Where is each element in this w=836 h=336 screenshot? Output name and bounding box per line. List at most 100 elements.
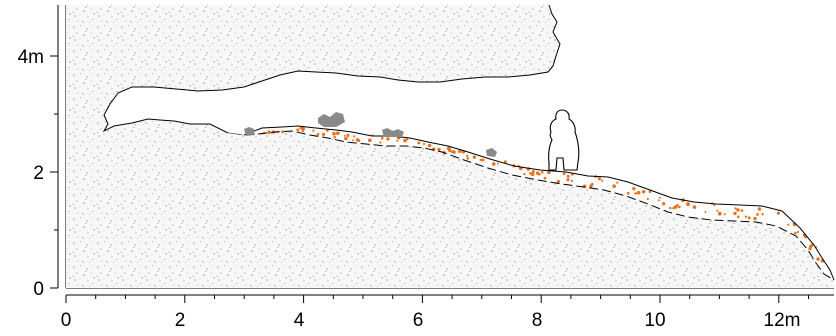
sediment-dot bbox=[616, 181, 619, 184]
sediment-dot bbox=[481, 158, 485, 162]
sediment-dot bbox=[634, 192, 637, 195]
sediment-dot bbox=[355, 138, 360, 142]
bedrock-floor bbox=[66, 131, 834, 288]
sediment-dot bbox=[423, 142, 426, 146]
sediment-dot bbox=[417, 141, 421, 145]
sediment-dot bbox=[281, 130, 284, 134]
sediment-dot bbox=[678, 205, 681, 209]
sediment-dot bbox=[723, 213, 726, 216]
sediment-dot bbox=[816, 257, 820, 261]
boulder-icon bbox=[382, 128, 404, 137]
sediment-dot bbox=[761, 213, 764, 216]
sediment-dots bbox=[263, 126, 825, 263]
sediment-dot bbox=[267, 130, 271, 134]
sediment-dot bbox=[322, 132, 326, 136]
x-tick-label: 2 bbox=[175, 310, 186, 331]
sediment-dot bbox=[346, 133, 350, 137]
sediment-dot bbox=[332, 131, 336, 136]
x-tick-label: 0 bbox=[61, 310, 72, 331]
sediment-dot bbox=[326, 129, 329, 132]
sediment-dot bbox=[503, 160, 507, 164]
sediment-dot bbox=[335, 131, 340, 135]
sediment-dot bbox=[756, 213, 759, 216]
sediment-dot bbox=[530, 172, 535, 177]
sediment-dot bbox=[531, 170, 535, 173]
x-tick-label: 8 bbox=[532, 310, 543, 331]
sediment-dot bbox=[692, 205, 697, 209]
sediment-dot bbox=[403, 138, 406, 142]
boulder-icon bbox=[244, 127, 255, 136]
y-tick-label: 4m bbox=[18, 47, 44, 68]
sediment-dot bbox=[570, 179, 574, 182]
sediment-dot bbox=[537, 172, 541, 176]
sediment-dot bbox=[368, 138, 372, 142]
sediment-dot bbox=[556, 180, 561, 184]
sediment-dot bbox=[747, 216, 751, 220]
sediment-dot bbox=[632, 187, 636, 191]
sediment-dot bbox=[566, 174, 570, 178]
sediment-dot bbox=[753, 216, 757, 221]
sediment-dot bbox=[427, 143, 432, 148]
sediment-dot bbox=[380, 136, 384, 140]
sediment-dot bbox=[636, 190, 641, 195]
x-tick-label: 6 bbox=[413, 310, 424, 331]
sediment-dot bbox=[646, 197, 649, 201]
sediment-dot bbox=[796, 230, 800, 234]
sediment-dot bbox=[353, 135, 356, 138]
sediment-dot bbox=[612, 184, 616, 188]
sediment-dot bbox=[740, 209, 744, 212]
sediment-dot bbox=[466, 157, 470, 160]
x-tick-label: 4 bbox=[294, 310, 305, 331]
sediment-dot bbox=[566, 178, 570, 182]
sediment-dot bbox=[744, 215, 748, 218]
sediment-dot bbox=[657, 199, 660, 202]
boulder-icon bbox=[486, 148, 497, 157]
sediment-dot bbox=[648, 190, 652, 194]
sediment-dot bbox=[642, 190, 646, 194]
sediment-dot bbox=[344, 136, 348, 141]
sediment-dot bbox=[406, 138, 409, 141]
sediment-dot bbox=[757, 207, 762, 211]
sediment-dot bbox=[301, 129, 305, 133]
sediment-dot bbox=[658, 196, 661, 199]
sediment-dot bbox=[776, 211, 781, 215]
sediment-dot bbox=[676, 203, 679, 207]
sediment-dot bbox=[543, 176, 547, 180]
sediment-dot bbox=[547, 170, 551, 175]
sediment-dot bbox=[343, 134, 346, 137]
sediment-dot bbox=[492, 162, 496, 166]
y-axis-ticks bbox=[50, 55, 58, 289]
sediment-dot bbox=[316, 133, 320, 136]
sediment-dot bbox=[458, 149, 462, 153]
sediment-dot bbox=[296, 128, 300, 132]
x-tick-label: 10 bbox=[644, 310, 665, 331]
x-tick-label: 12m bbox=[764, 310, 801, 331]
sediment-dot bbox=[523, 172, 526, 176]
sediment-dot bbox=[465, 154, 469, 157]
sediment-dot bbox=[794, 231, 797, 235]
sediment-dot bbox=[736, 215, 740, 219]
ceiling-outline bbox=[102, 4, 561, 136]
sediment-dot bbox=[597, 177, 602, 181]
sediment-dot bbox=[669, 206, 672, 210]
sediment-dot bbox=[437, 147, 441, 152]
sediment-dot bbox=[450, 150, 454, 154]
sediment-dot bbox=[704, 210, 707, 213]
person-icon bbox=[548, 109, 580, 171]
floor-surface-outline bbox=[243, 125, 835, 281]
sediment-dot bbox=[686, 202, 690, 207]
sediment-dot bbox=[447, 148, 452, 153]
sediment-dot bbox=[562, 172, 566, 176]
sediment-dot bbox=[717, 211, 722, 216]
sediment-dot bbox=[591, 182, 594, 186]
boulder-icon bbox=[318, 112, 345, 127]
sediment-dot bbox=[386, 137, 390, 141]
x-axis: 0 2 4 6 8 10 12m bbox=[61, 294, 834, 331]
sediment-dot bbox=[312, 129, 315, 132]
sediment-dot bbox=[541, 171, 544, 174]
sediment-dot bbox=[734, 207, 737, 210]
sediment-dot bbox=[601, 179, 604, 182]
sediment-dot bbox=[396, 139, 399, 142]
sediment-dot bbox=[352, 139, 355, 142]
